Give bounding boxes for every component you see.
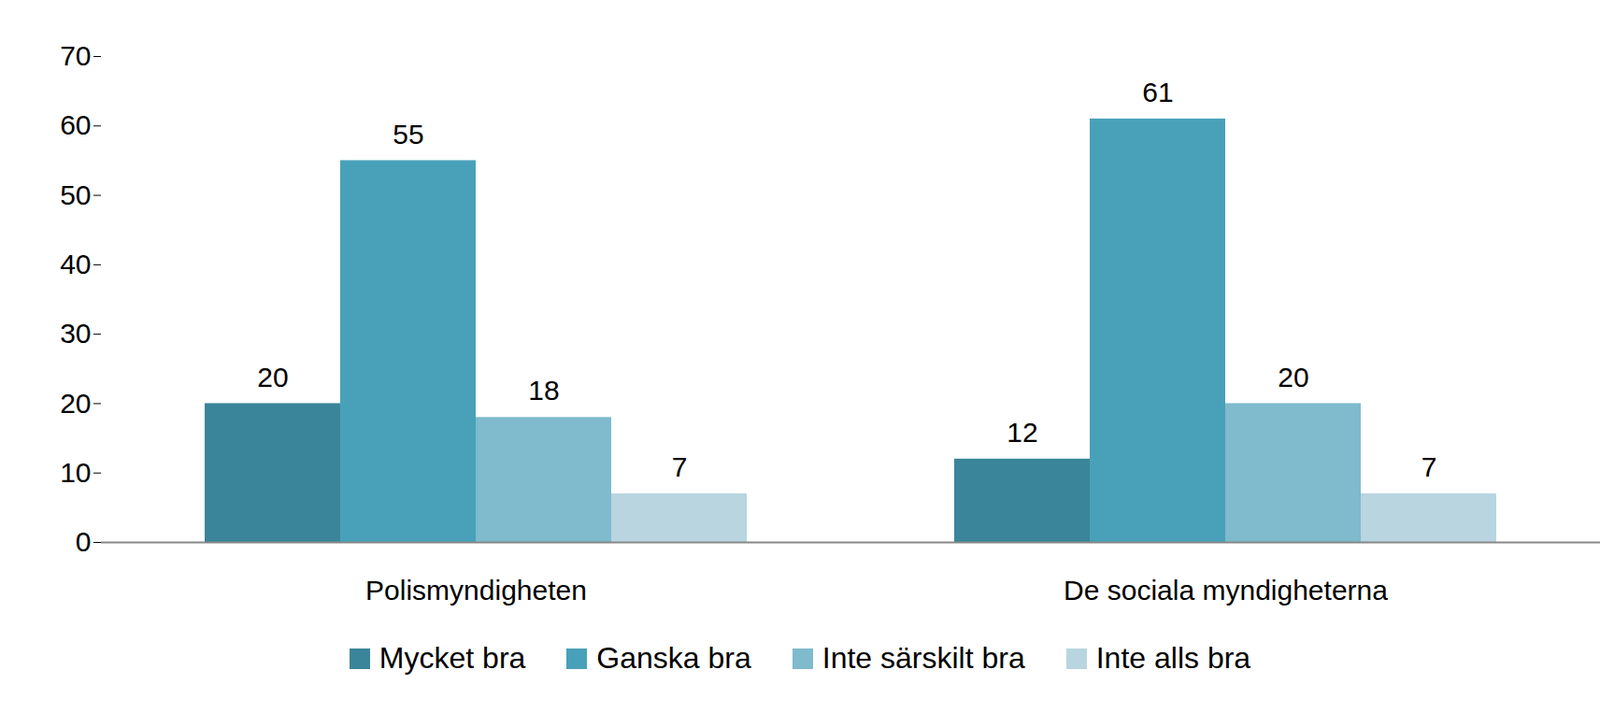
html-text:Inte särskilt bra: Inte särskilt bra [822, 641, 1025, 675]
html-text:Mycket bra: Mycket bra [379, 641, 526, 675]
html-text:Ganska bra: Ganska bra [596, 641, 752, 675]
svg-text:55: 55 [392, 118, 424, 150]
svg-text:60: 60 [59, 109, 91, 141]
svg-text:12: 12 [1006, 416, 1038, 448]
svg-text:7: 7 [671, 451, 688, 483]
svg-text:20: 20 [59, 387, 91, 419]
svg-text:0: 0 [75, 526, 92, 558]
svg-text:7: 7 [1421, 451, 1438, 483]
svg-text:70: 70 [59, 40, 91, 72]
svg-text:50: 50 [59, 179, 91, 211]
svg-text:40: 40 [59, 248, 91, 280]
svg-text:10: 10 [59, 457, 91, 488]
html-text:Inte alls bra: Inte alls bra [1095, 641, 1251, 675]
svg-text:20: 20 [257, 361, 288, 393]
svg-text:61: 61 [1142, 76, 1173, 108]
svg-text:De sociala myndigheterna: De sociala myndigheterna [1063, 574, 1388, 606]
svg-text:20: 20 [1277, 361, 1309, 393]
svg-text:18: 18 [528, 374, 559, 406]
svg-text:30: 30 [59, 317, 91, 349]
svg-text:Polismyndigheten: Polismyndigheten [365, 574, 587, 606]
